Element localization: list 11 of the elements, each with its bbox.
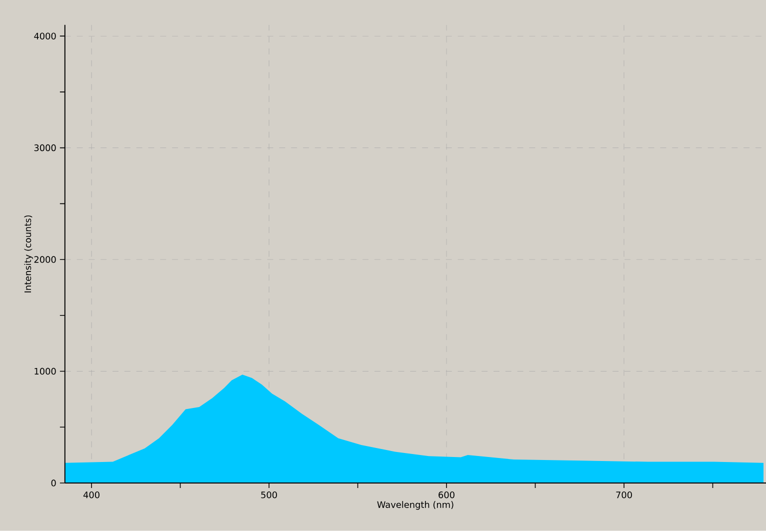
- y-tick-label: 2000: [34, 256, 56, 263]
- y-tick-label: 1000: [34, 368, 56, 375]
- x-tick-label: 700: [616, 492, 632, 498]
- x-tick-label: 500: [261, 492, 277, 498]
- y-tick-label: 0: [51, 480, 56, 486]
- y-tick-label: 4000: [34, 32, 56, 40]
- y-axis-title: Intensity (counts): [24, 216, 33, 292]
- y-tick-label: 3000: [34, 144, 56, 152]
- x-tick-label: 600: [438, 492, 454, 498]
- x-tick-label: 400: [83, 492, 100, 498]
- x-axis-title: Wavelength (nm): [377, 501, 454, 510]
